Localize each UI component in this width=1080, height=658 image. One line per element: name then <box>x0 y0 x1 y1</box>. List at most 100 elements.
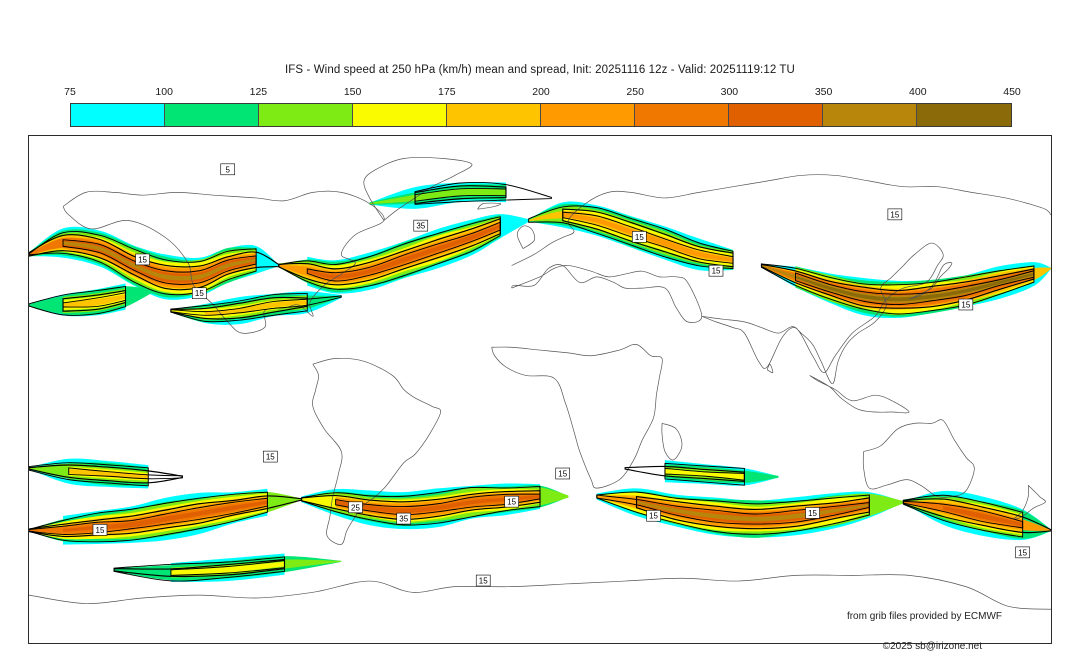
spread-contour-asia <box>760 263 1035 309</box>
coastline-segment <box>701 242 944 385</box>
spread-contour-sind <box>635 495 870 530</box>
wind-band-spac-300 <box>943 505 1023 527</box>
colorbar-tick-250: 250 <box>626 86 644 98</box>
coastline-segment <box>511 264 703 323</box>
spread-contour-satl <box>301 486 541 526</box>
spread-contour-spac <box>902 500 1024 529</box>
wind-band-ssub-175 <box>68 468 149 480</box>
colorbar-tick-150: 150 <box>343 86 362 98</box>
contour-label-15: 15 <box>646 509 661 522</box>
wind-band-npac-350 <box>63 241 257 281</box>
spread-contour-ssub <box>29 462 149 487</box>
coastline-segment <box>516 225 536 249</box>
coastline-segment <box>312 358 441 545</box>
spread-contour-neur <box>528 205 734 270</box>
colorbar-tick-300: 300 <box>720 86 739 98</box>
contour-label-15: 15 <box>504 495 519 508</box>
colorbar: 75 100 125 150 175 200 250 300 350 400 450 <box>64 86 1021 128</box>
contour-label-15: 15 <box>475 574 491 587</box>
copyright-credit: ©2025 sb@irizone.net <box>882 641 982 652</box>
svg-text:15: 15 <box>712 267 721 276</box>
spread-contour-subtrop_na <box>170 295 342 316</box>
wind-band-natl2-175 <box>63 294 126 308</box>
spread-contour-arctic <box>414 185 507 205</box>
colorbar-segment-100 <box>165 104 259 126</box>
spread-contour-natl <box>278 217 501 286</box>
coastlines <box>29 157 1051 610</box>
svg-text:15: 15 <box>138 255 147 264</box>
spread-contour-sant <box>113 556 285 582</box>
spread-contour-sant <box>170 559 285 576</box>
map-plot-area: 35 15 15 15 15 15 25 35 15 15 15 15 5 15 15 15 15 15 <box>28 135 1052 644</box>
spread-contour-asia <box>795 270 1035 306</box>
wind-band-spac2-250 <box>29 499 268 534</box>
svg-text:15: 15 <box>507 498 516 507</box>
spread-contour-sant <box>113 558 286 578</box>
colorbar-tick-400: 400 <box>909 86 927 98</box>
contour-label-15: 15 <box>632 231 647 243</box>
wind-band-asia-400 <box>795 273 1034 302</box>
coastline-segment <box>661 422 683 461</box>
spread-contour-ssub2 <box>664 467 745 481</box>
spread-contour-natl2 <box>29 285 126 316</box>
contour-label-15: 15 <box>708 264 724 277</box>
wind-speed-map: 35 15 15 15 15 15 25 35 15 15 15 15 5 15 15 15 15 15 <box>29 136 1051 643</box>
contour-label-15: 15 <box>92 524 108 536</box>
colorbar-tick-450: 450 <box>1003 86 1021 98</box>
svg-text:15: 15 <box>890 210 899 219</box>
colorbar-tick-175: 175 <box>438 86 456 98</box>
coastline-segment <box>908 262 953 300</box>
coastline-segment <box>511 174 1051 266</box>
wind-band-arctic-125 <box>369 188 506 205</box>
coastline-segment <box>491 344 663 489</box>
svg-text:15: 15 <box>808 509 817 518</box>
contour-label-15: 15 <box>135 253 150 266</box>
contour-label-15: 15 <box>555 467 570 480</box>
wind-band-spac2-300 <box>63 500 268 532</box>
svg-text:15: 15 <box>1018 548 1027 557</box>
spread-contour-sind <box>596 494 870 525</box>
spread-contour-ssub <box>68 467 183 480</box>
svg-text:15: 15 <box>195 289 204 298</box>
colorbar-tick-100: 100 <box>155 86 173 98</box>
wind-band-subtrop_na-175 <box>205 300 308 316</box>
svg-text:15: 15 <box>479 577 488 586</box>
wind-band-npac-300 <box>63 239 257 283</box>
coastline-segment <box>766 363 774 374</box>
spread-contour-natl <box>306 221 501 282</box>
spread-contour-neur <box>562 211 734 264</box>
spread-contour-npac <box>29 231 257 296</box>
spread-contour-neur <box>562 208 734 268</box>
contour-label-35: 35 <box>396 512 412 525</box>
svg-text:15: 15 <box>635 233 644 242</box>
spread-contour-natl2 <box>62 292 126 308</box>
svg-text:15: 15 <box>266 453 275 462</box>
colorbar-swatches <box>70 103 1012 127</box>
spread-contour-asia <box>760 263 1035 315</box>
colorbar-tick-125: 125 <box>249 86 268 98</box>
coastline-segment <box>809 375 910 414</box>
colorbar-tick-75: 75 <box>64 86 76 98</box>
colorbar-segment-125 <box>259 104 353 126</box>
colorbar-segment-175 <box>447 104 541 126</box>
contour-label-5: 5 <box>220 163 236 176</box>
colorbar-segment-300 <box>729 104 823 126</box>
spread-contour-spac <box>902 498 1051 534</box>
contour-label-15: 15 <box>805 507 820 519</box>
spread-contour-sind <box>596 491 870 535</box>
coastline-segment <box>29 574 1051 610</box>
coastline-segment <box>363 157 473 221</box>
colorbar-segment-75 <box>71 104 165 126</box>
spread-contour-spac2 <box>29 491 268 543</box>
svg-text:15: 15 <box>96 526 105 535</box>
contour-label-35: 35 <box>413 219 429 232</box>
svg-text:15: 15 <box>558 469 567 478</box>
spread-contour-arctic <box>414 181 552 205</box>
contour-labels: 35 15 15 15 15 15 25 35 15 15 15 15 5 15 15 15 15 15 <box>92 163 1030 587</box>
wind-band-neur-200 <box>562 212 734 262</box>
wind-band-asia-175 <box>761 264 1051 310</box>
wind-band-ssub2-150 <box>664 468 745 480</box>
contour-label-25: 25 <box>348 501 363 514</box>
colorbar-segment-350 <box>823 104 917 126</box>
wind-band-asia-350 <box>761 265 1034 304</box>
